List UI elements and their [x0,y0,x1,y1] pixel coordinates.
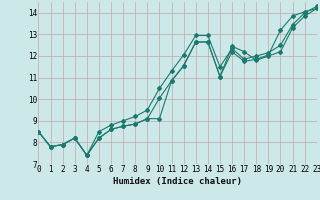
X-axis label: Humidex (Indice chaleur): Humidex (Indice chaleur) [113,177,242,186]
